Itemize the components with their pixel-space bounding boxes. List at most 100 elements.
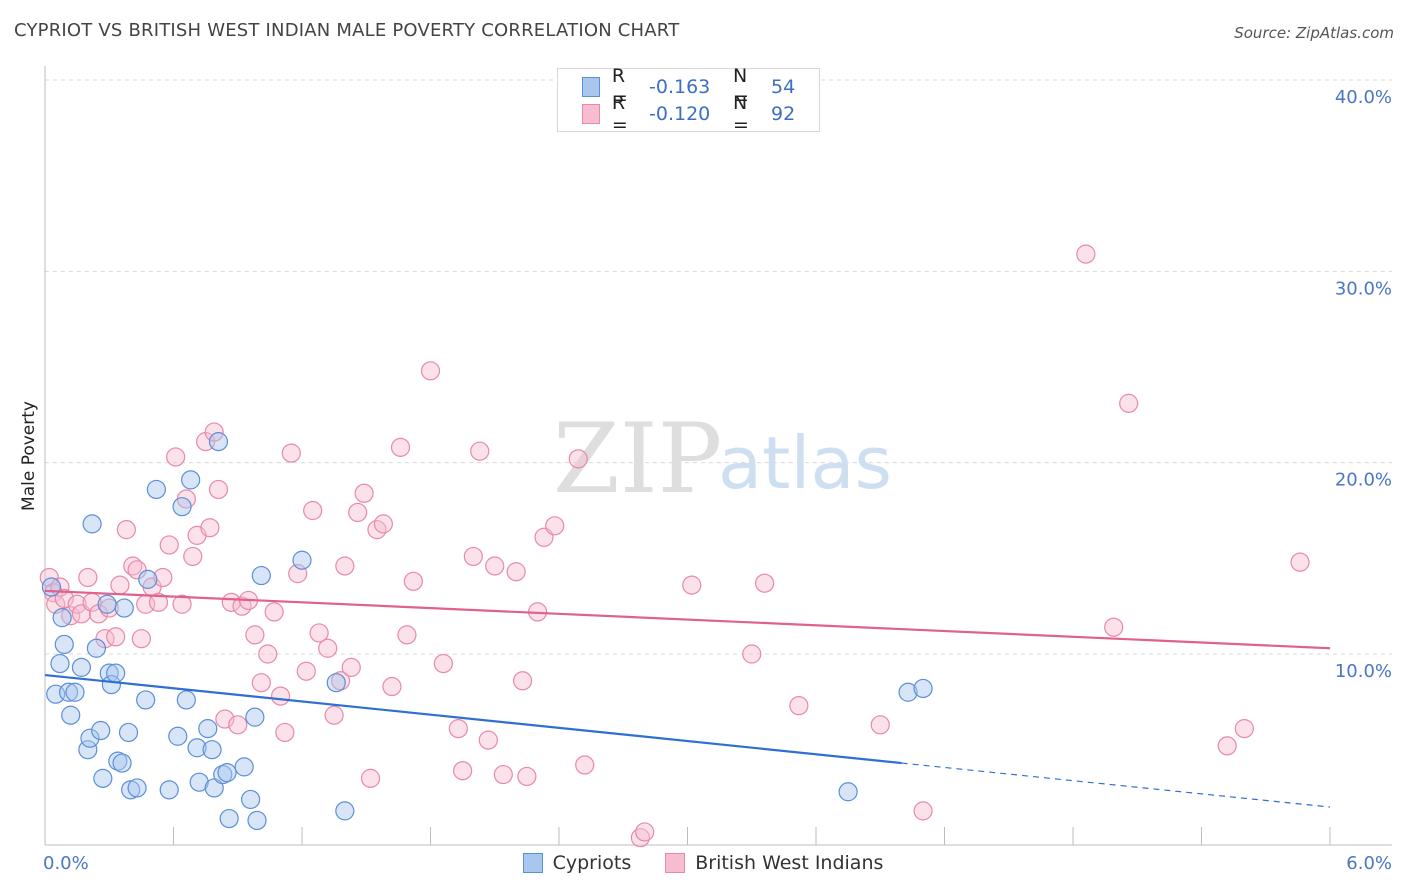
legend-n-label: N = xyxy=(733,65,749,109)
cypriot-point xyxy=(208,432,229,452)
watermark: ZIP atlas xyxy=(553,403,892,515)
cypriot-point xyxy=(106,663,126,683)
cypriot-point xyxy=(913,678,933,699)
cypriot-point xyxy=(127,778,147,798)
cypriot-point xyxy=(217,763,237,783)
legend-r-label: R = xyxy=(611,65,628,109)
watermark-atlas: atlas xyxy=(718,421,892,505)
y-tick-label: 10.0% xyxy=(1335,661,1392,682)
bwi-trend-line xyxy=(44,589,1331,650)
bwi-point xyxy=(78,567,98,588)
bwi-point xyxy=(453,761,473,781)
cypriot-point xyxy=(172,497,192,517)
legend-item-cypriots[interactable]: Cypriots xyxy=(522,852,631,874)
cypriot-point xyxy=(176,690,196,710)
bwi-point xyxy=(403,571,423,591)
bwi-point xyxy=(67,594,87,614)
bwi-point xyxy=(275,722,295,743)
cypriot-point xyxy=(58,682,79,702)
cypriot-trend-extension xyxy=(901,762,1331,808)
y-axis-label: Male Poverty xyxy=(19,401,39,511)
bwi-point xyxy=(1119,393,1139,413)
legend-r-value: -0.163 xyxy=(649,76,711,98)
bwi-point xyxy=(116,520,136,540)
bwi-point xyxy=(348,502,368,523)
series-legend: Cypriots British West Indians xyxy=(0,852,1406,874)
bwi-point xyxy=(463,546,483,567)
cypriot-point xyxy=(251,565,271,586)
grid-lines xyxy=(45,79,1392,655)
legend-r-value: -0.120 xyxy=(649,103,711,125)
cypriot-point xyxy=(838,782,858,802)
cypriot-point xyxy=(138,569,158,589)
y-tick-labels: 10.0% 20.0% 30.0% 40.0% xyxy=(1335,87,1392,682)
cypriot-point xyxy=(204,778,224,798)
legend-n-label: N = xyxy=(733,92,749,136)
cypriot-point xyxy=(65,682,85,702)
cypriots-swatch xyxy=(582,77,600,97)
bwi-point xyxy=(228,715,248,735)
cypriot-point xyxy=(78,740,98,760)
legend-row-bwi: R = -0.120 N = 92 xyxy=(582,92,819,136)
bwi-point xyxy=(789,696,809,716)
bwi-point xyxy=(221,592,241,612)
cypriot-point xyxy=(189,772,209,792)
bwi-swatch xyxy=(665,853,686,873)
bwi-point xyxy=(110,575,130,595)
cypriot-point xyxy=(61,705,81,725)
bwi-point xyxy=(341,657,361,677)
cypriots-swatch xyxy=(522,853,543,873)
cypriot-point xyxy=(198,719,218,739)
cypriot-point xyxy=(247,810,267,831)
cypriot-point xyxy=(898,682,918,702)
cypriot-point xyxy=(245,707,265,727)
bwi-point xyxy=(131,629,151,649)
bwi-point xyxy=(296,661,316,681)
watermark-zip: ZIP xyxy=(553,403,722,515)
cypriot-point xyxy=(234,757,254,777)
bwi-point xyxy=(309,623,329,643)
bwi-point xyxy=(742,644,762,664)
bwi-point xyxy=(324,705,344,725)
bwi-point xyxy=(682,575,702,595)
bwi-point xyxy=(545,516,565,536)
bwi-point xyxy=(1104,617,1124,637)
cypriot-point xyxy=(159,780,179,800)
cypriot-point xyxy=(181,470,201,490)
cypriot-point xyxy=(292,550,312,570)
bwi-point xyxy=(245,625,265,645)
cypriot-point xyxy=(52,608,72,628)
bwi-point xyxy=(148,592,169,612)
cypriot-point xyxy=(93,768,113,788)
bwi-point xyxy=(172,594,192,614)
bwi-point xyxy=(1290,552,1310,572)
x-tick-labels: 0.0% 6.0% xyxy=(43,853,1392,874)
bwi-point xyxy=(166,447,186,467)
bwi-point xyxy=(318,638,338,658)
bwi-point xyxy=(200,518,220,538)
y-tick-label: 20.0% xyxy=(1335,470,1392,491)
cypriot-point xyxy=(136,690,156,710)
bwi-point xyxy=(258,644,278,664)
cypriot-point xyxy=(86,638,107,658)
legend-item-bwi[interactable]: British West Indians xyxy=(665,852,883,874)
legend-r-label: R = xyxy=(611,92,628,136)
y-tick-label: 30.0% xyxy=(1335,278,1392,299)
bwi-point xyxy=(575,755,595,775)
bwi-point xyxy=(635,822,655,842)
bwi-point xyxy=(1217,736,1237,756)
bwi-point xyxy=(303,500,323,521)
bwi-point xyxy=(153,567,173,588)
stats-legend: R = -0.163 N = 54 R = -0.120 N = 92 xyxy=(557,65,820,136)
cypriot-point xyxy=(41,577,62,597)
bwi-point xyxy=(390,437,411,457)
axes xyxy=(44,66,1392,846)
bwi-point xyxy=(264,602,284,622)
bwi-point xyxy=(1234,719,1254,739)
bwi-point xyxy=(506,562,526,582)
cypriot-point xyxy=(54,634,74,655)
bwi-point xyxy=(251,673,271,693)
bwi-point xyxy=(183,546,203,567)
cypriot-point xyxy=(241,789,261,810)
